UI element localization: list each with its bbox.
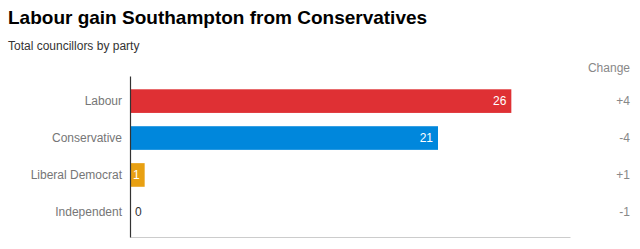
data-labels: 26 21 1 0: [133, 94, 507, 219]
change-value: +1: [616, 168, 630, 182]
y-tick: Conservative: [52, 131, 130, 145]
y-tick-label: Conservative: [52, 131, 122, 145]
y-tick-label: Independent: [55, 205, 122, 219]
data-label: 26: [493, 94, 507, 108]
y-tick: Independent: [55, 205, 130, 219]
bar: [130, 163, 145, 187]
bar: [130, 126, 438, 150]
data-label: 21: [420, 131, 434, 145]
title: Labour gain Southampton from Conservativ…: [8, 7, 427, 28]
data-label: 1: [133, 168, 140, 182]
y-axis: Labour Conservative Liberal Democrat Indepe…: [31, 77, 131, 238]
change-header: Change: [588, 61, 630, 75]
change-value: -1: [619, 205, 630, 219]
x-axis: [131, 237, 571, 238]
subtitle: Total councillors by party: [8, 39, 139, 53]
bars: [130, 89, 511, 186]
y-tick-label: Liberal Democrat: [31, 168, 123, 182]
change-column: Change +4 -4 +1 -1: [588, 61, 630, 219]
x-axis-line: [131, 237, 571, 238]
change-value: +4: [616, 94, 630, 108]
data-label: 0: [135, 205, 142, 219]
plot: Labour Conservative Liberal Democrat Indepe…: [31, 77, 571, 238]
y-tick-label: Labour: [85, 94, 122, 108]
y-tick: Labour: [85, 94, 130, 108]
y-tick: Liberal Democrat: [31, 168, 130, 182]
chart: Labour gain Southampton from Conservativ…: [0, 0, 640, 249]
y-axis-line: [130, 77, 131, 238]
change-value: -4: [619, 131, 630, 145]
bar: [130, 89, 511, 113]
